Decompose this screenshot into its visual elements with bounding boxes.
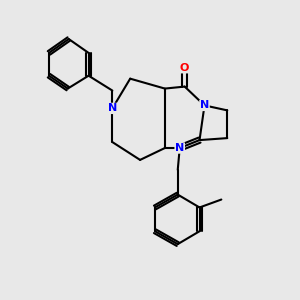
Text: N: N (108, 103, 117, 113)
Text: N: N (200, 100, 209, 110)
Text: N: N (175, 143, 184, 153)
Text: O: O (180, 63, 189, 73)
